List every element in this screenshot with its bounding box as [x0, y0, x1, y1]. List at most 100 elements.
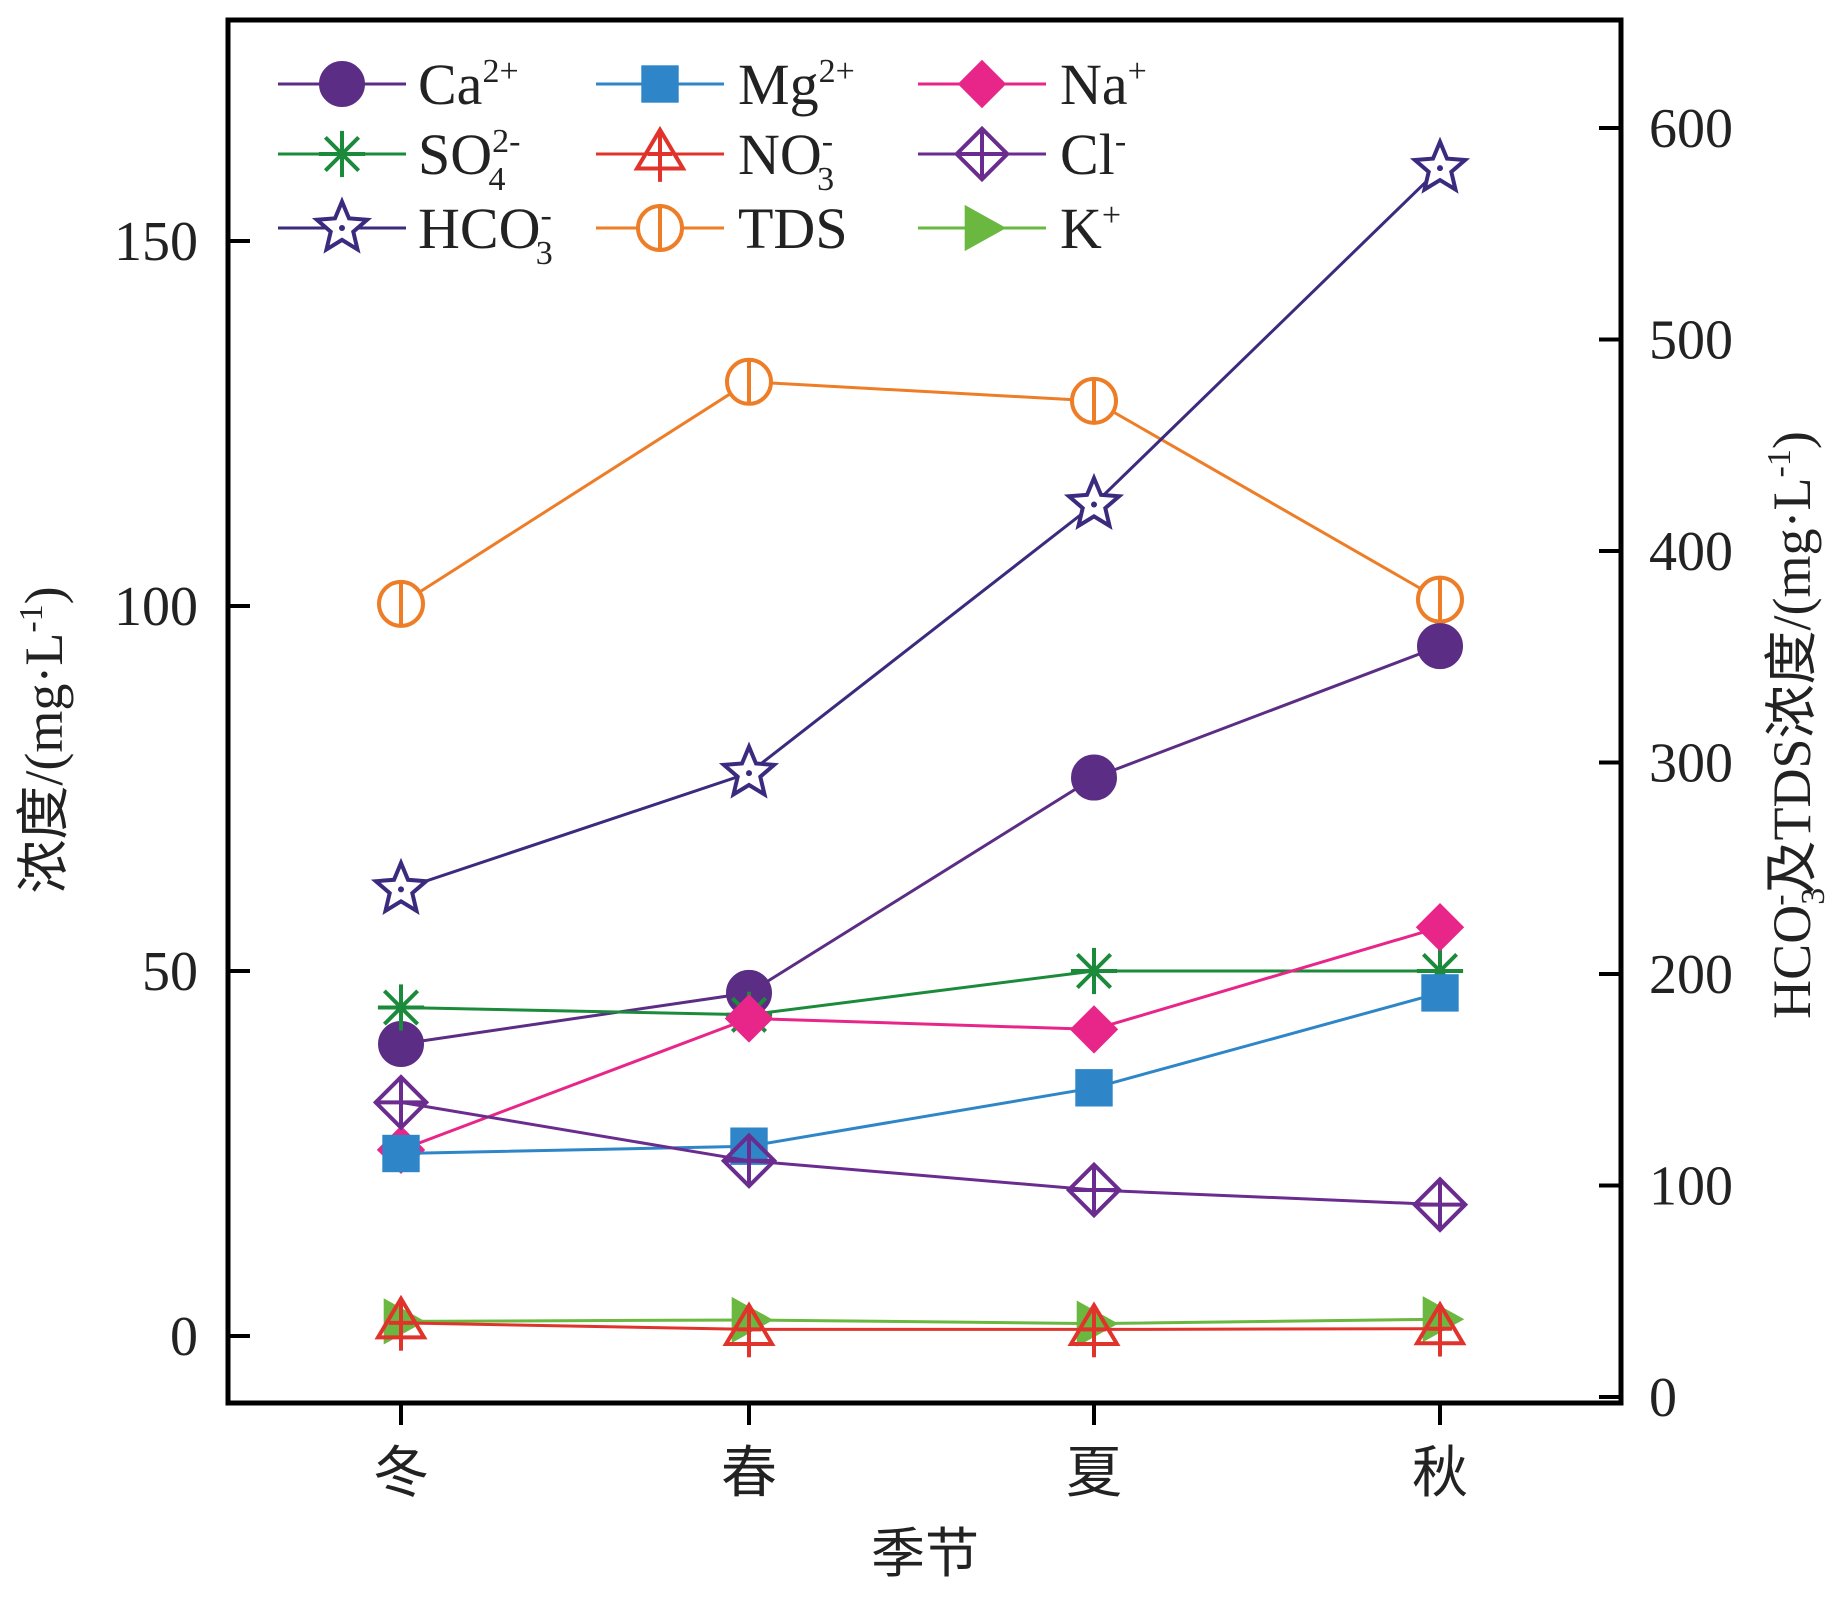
y-left-tick-label: 150: [114, 211, 198, 273]
series-so4: [377, 947, 1464, 1038]
data-point: [1409, 136, 1471, 194]
legend-label-na: Na+: [1060, 52, 1147, 117]
svg-text:浓度/(mg·L-1): 浓度/(mg·L-1): [13, 586, 74, 893]
legend-label-mg: Mg2+: [738, 52, 855, 117]
y-left-tick-label: 50: [142, 941, 198, 1003]
y-axis-right-title-sup: -: [1761, 894, 1798, 905]
legend-item-mg: Mg2+: [596, 52, 855, 117]
y-right-tick-label: 400: [1649, 521, 1733, 583]
y-axis-right-title-sup2: -1: [1761, 449, 1798, 477]
data-point: [377, 984, 425, 1031]
data-point: [1076, 1300, 1119, 1347]
x-tick-label: 秋: [1412, 1443, 1468, 1505]
svg-text:HCO3-及TDS浓度/(mg·L-1): HCO3-及TDS浓度/(mg·L-1): [1761, 431, 1832, 1019]
y-right-tick-label: 200: [1649, 944, 1733, 1006]
legend-label-no3: NO-3: [738, 122, 834, 198]
data-point: [1070, 376, 1118, 425]
legend-item-k: K+: [918, 196, 1121, 261]
series-tds: [377, 357, 1464, 628]
data-point: [1422, 1296, 1465, 1343]
legend: Ca2+ Mg2+ Na+ SO2-4 NO-3 Cl- HCO-3 TDS K+: [278, 52, 1147, 272]
y-right-tick-label: 0: [1649, 1367, 1677, 1429]
data-point: [1063, 472, 1125, 530]
data-point: [1417, 623, 1463, 670]
y-right-tick-label: 500: [1649, 310, 1733, 372]
y-axis-right-title-part2: 及TDS浓度/(mg·L: [1762, 477, 1822, 894]
x-tick-label: 冬: [373, 1443, 429, 1505]
data-point: [382, 1134, 420, 1173]
data-point: [718, 741, 780, 799]
legend-item-no3: NO-3: [596, 122, 834, 198]
data-point: [370, 857, 432, 916]
data-point: [1070, 947, 1118, 995]
y-axis-right-title-part1: HCO: [1762, 905, 1822, 1019]
data-point: [374, 1294, 428, 1351]
legend-item-tds: TDS: [596, 196, 848, 261]
x-axis-title: 季节: [871, 1524, 979, 1584]
y-axis-left-title-sup: -1: [13, 604, 50, 632]
series-line-so4: [400, 969, 1440, 1017]
y-right-tick-label: 100: [1649, 1156, 1733, 1218]
data-point: [636, 204, 684, 252]
data-point: [720, 1132, 778, 1189]
y-right-tick-label: 600: [1649, 98, 1733, 160]
legend-label-hco3: HCO-3: [418, 196, 553, 272]
y-axis-right-title-end: ): [1762, 431, 1822, 449]
data-point: [1411, 1176, 1469, 1233]
y-axis-right-title: HCO3-及TDS浓度/(mg·L-1): [1761, 431, 1832, 1019]
legend-item-ca: Ca2+: [278, 52, 519, 117]
data-point: [1415, 903, 1465, 952]
data-point: [1071, 754, 1117, 801]
x-tick-label: 春: [721, 1443, 777, 1505]
series-cl: [372, 1074, 1469, 1233]
data-point: [641, 65, 679, 103]
data-point: [731, 1296, 774, 1344]
legend-item-hco3: HCO-3: [278, 196, 553, 272]
x-tick-label: 夏: [1066, 1443, 1122, 1505]
series-layer: [370, 136, 1471, 1358]
legend-item-so4: SO2-4: [278, 122, 520, 198]
legend-label-so4: SO2-4: [418, 122, 520, 198]
plot-frame: [225, 17, 1624, 1406]
series-line-mg: [400, 991, 1441, 1155]
data-point: [1413, 1300, 1467, 1357]
data-point: [318, 130, 366, 178]
series-line-k: [400, 1317, 1441, 1326]
series-line-cl: [400, 1100, 1441, 1207]
series-no3: [374, 1294, 1467, 1358]
y-left-tick-label: 100: [114, 576, 198, 638]
data-point: [724, 994, 774, 1043]
data-point: [311, 196, 373, 254]
data-point: [633, 125, 687, 182]
series-line-hco3: [400, 167, 1442, 891]
data-point: [957, 59, 1007, 109]
y-axis-right-title-sub: 3: [1795, 888, 1832, 905]
legend-label-tds: TDS: [738, 196, 848, 261]
data-point: [1069, 1005, 1119, 1054]
data-point: [964, 204, 1007, 252]
data-point: [319, 61, 365, 107]
data-point: [725, 357, 773, 406]
data-point: [1421, 974, 1459, 1012]
series-line-ca: [400, 644, 1441, 1046]
data-point: [1075, 1069, 1113, 1107]
data-point: [953, 125, 1011, 183]
data-point: [1065, 1161, 1123, 1219]
legend-label-ca: Ca2+: [418, 52, 519, 117]
axes-layer: 0 50 100 150 0 100 200 300 400 500 600 冬 春 夏 秋: [114, 98, 1733, 1505]
series-hco3: [370, 136, 1471, 916]
legend-label-cl: Cl-: [1060, 122, 1126, 187]
data-point: [1416, 575, 1464, 624]
data-point: [1067, 1301, 1121, 1358]
data-point: [377, 579, 425, 628]
y-axis-left-title: 浓度/(mg·L-1): [13, 586, 74, 893]
series-line-tds: [400, 380, 1441, 606]
series-line-na: [400, 925, 1441, 1152]
y-axis-left-title-end: ): [14, 586, 74, 604]
data-point: [722, 1301, 776, 1358]
series-line-no3: [400, 1321, 1441, 1331]
y-right-tick-label: 300: [1649, 733, 1733, 795]
